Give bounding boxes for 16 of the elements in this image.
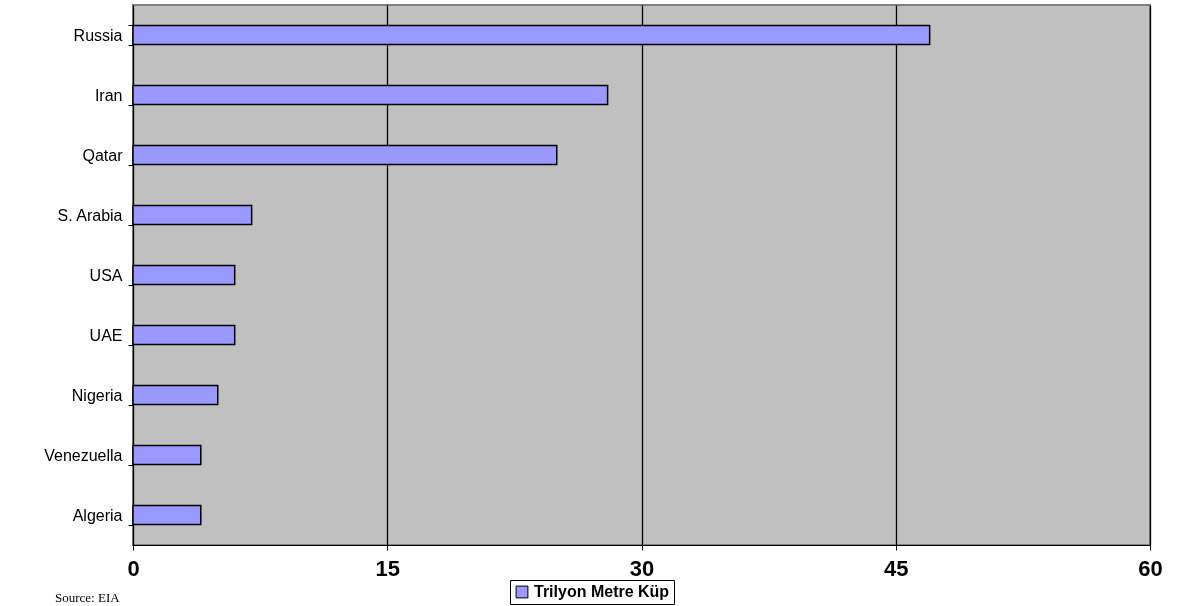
y-tick-label: Iran	[94, 86, 123, 104]
y-tick-label: Venezuella	[44, 446, 123, 464]
x-tick-label: 60	[1138, 555, 1163, 581]
x-tick-label: 15	[375, 555, 400, 581]
y-tick-label: UAE	[89, 326, 123, 344]
legend-label: Trilyon Metre Küp	[534, 583, 670, 600]
y-tick-label: Algeria	[72, 506, 123, 524]
source-note: Source: EIA	[55, 590, 121, 605]
x-tick-label: 30	[629, 555, 655, 581]
y-tick-label: Russia	[73, 26, 123, 44]
y-tick-label: Nigeria	[71, 386, 123, 404]
x-tick-label: 0	[127, 555, 140, 581]
x-tick-label: 45	[884, 555, 909, 581]
y-tick-label: S. Arabia	[57, 206, 123, 224]
y-tick-label: USA	[89, 266, 123, 284]
y-tick-label: Qatar	[82, 146, 124, 164]
